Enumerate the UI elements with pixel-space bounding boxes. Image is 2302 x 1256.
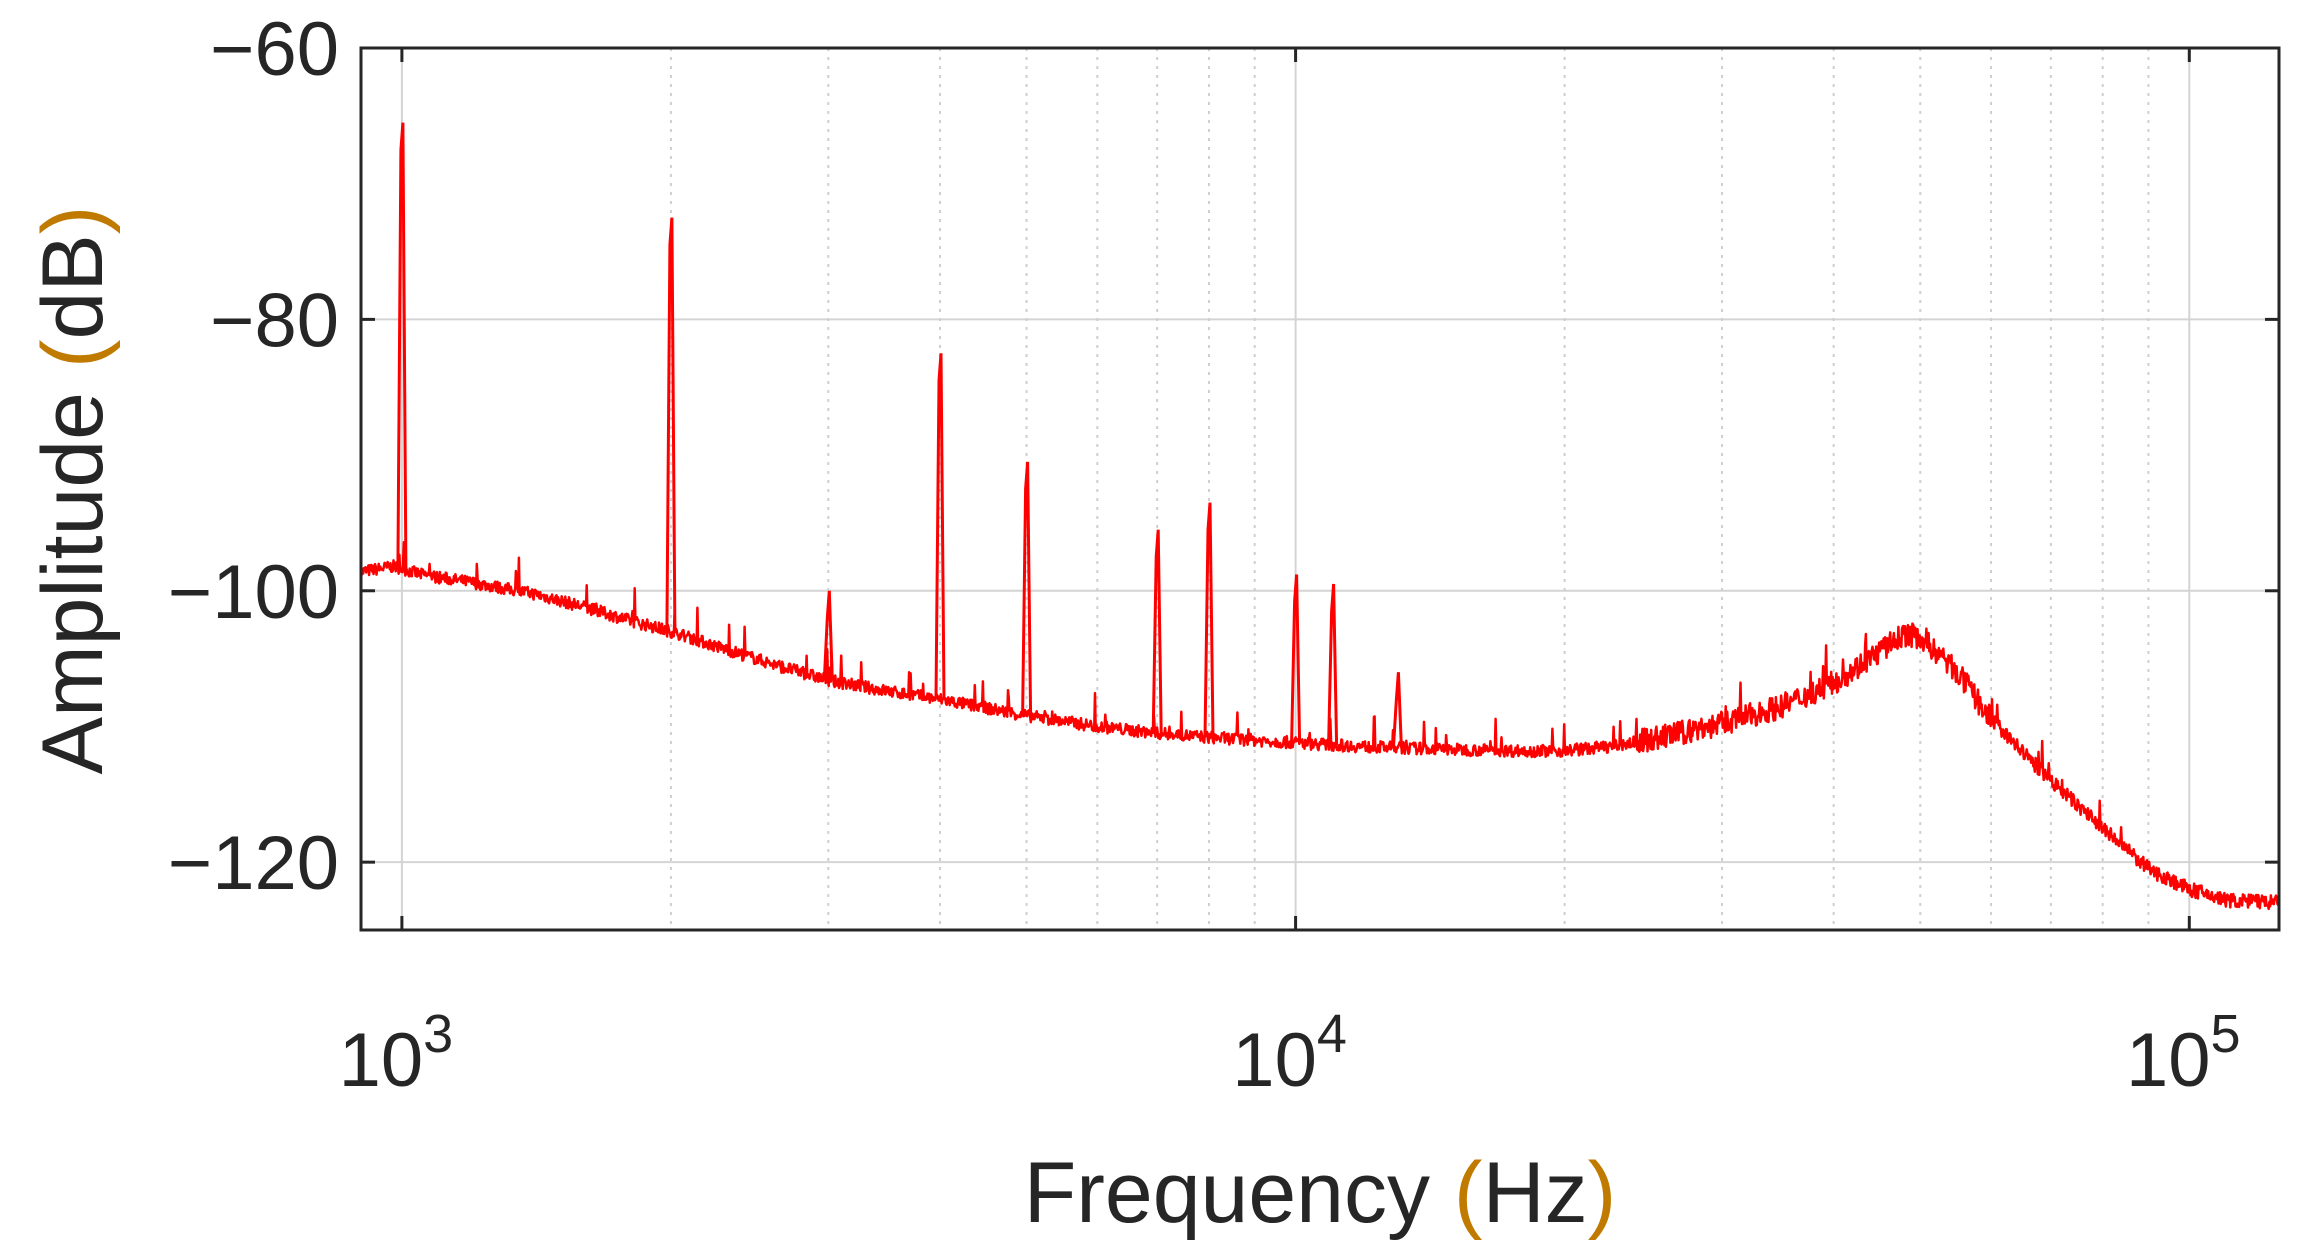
y-axis-unit: dB (25, 234, 121, 339)
spectrum-peak (1151, 529, 1163, 734)
x-axis-unit: Hz (1483, 1145, 1588, 1241)
spectrum-peak (934, 353, 946, 700)
y-tick-label: −60 (210, 7, 339, 92)
spectrum-trace (359, 540, 2281, 911)
x-axis-label: Frequency (1024, 1145, 1430, 1241)
spectrum-peak (1327, 583, 1339, 745)
y-tick-label: −100 (168, 550, 339, 635)
x-axis-title: Frequency (Hz) (1024, 1145, 1617, 1241)
spectrum-peak (822, 590, 834, 681)
x-tick-label: 105 (2126, 1004, 2241, 1103)
y-axis-title: Amplitude (dB) (25, 206, 121, 775)
y-axis-ticks: −60 −80 −100 −120 (168, 7, 2279, 906)
x-tick-label: 103 (339, 1004, 454, 1103)
x-tick-label: 104 (1232, 1004, 1347, 1103)
plot-area (359, 122, 2281, 911)
grid-lines (360, 47, 2279, 930)
spectrum-peak (1290, 574, 1302, 743)
x-axis-ticks: 103 104 105 (339, 48, 2241, 1103)
y-tick-label: −120 (168, 821, 339, 906)
spectrum-peak (396, 122, 408, 569)
spectrum-peak (1391, 672, 1403, 748)
y-axis-label: Amplitude (25, 392, 121, 774)
spectrum-peak (1021, 461, 1033, 716)
axes-frame (359, 46, 2281, 932)
y-tick-label: −80 (210, 278, 339, 363)
spectrum-peak (665, 217, 677, 632)
spectrum-peak (1203, 502, 1215, 738)
